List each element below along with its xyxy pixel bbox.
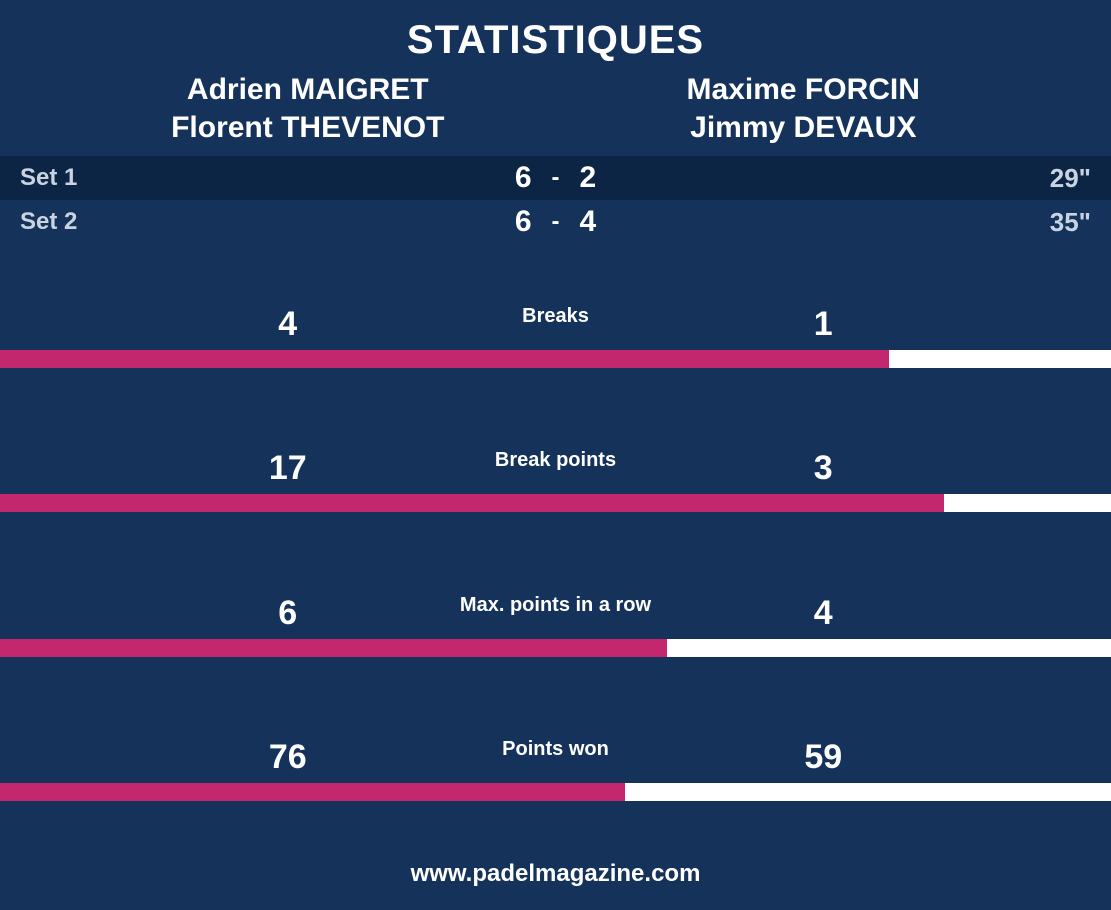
stat-label: Max. points in a row (460, 594, 651, 617)
stat-bar (0, 783, 1111, 801)
stat-bar (0, 639, 1111, 657)
stat-bar-right (667, 639, 1111, 657)
footer-url: www.padelmagazine.com (0, 842, 1111, 910)
stat-row: 6Max. points in a row4 (0, 594, 1111, 639)
stat-bar-right (625, 783, 1111, 801)
stat: 17Break points3 (0, 449, 1111, 512)
set-score: 6-4 (515, 205, 596, 239)
set-time: 35" (1050, 207, 1091, 238)
stat-value-left: 17 (20, 449, 556, 488)
set-row: Set 2 6-4 35" (0, 200, 1111, 244)
stats-list: 4Breaks1 17Break points3 6Max. points in a… (0, 244, 1111, 842)
set-score-right: 2 (580, 161, 597, 195)
team-left-player2: Florent THEVENOT (60, 109, 556, 147)
teams-header: Adrien MAIGRET Florent THEVENOT Maxime F… (0, 71, 1111, 156)
set-label: Set 1 (20, 164, 220, 192)
set-score-dash: - (552, 208, 560, 236)
stat-row: 17Break points3 (0, 449, 1111, 494)
team-left-player1: Adrien MAIGRET (60, 71, 556, 109)
page-title: STATISTIQUES (0, 0, 1111, 71)
stat-bar-right (944, 494, 1111, 512)
team-right-player1: Maxime FORCIN (556, 71, 1052, 109)
stat-bar-left (0, 783, 625, 801)
stat-bar-left (0, 639, 667, 657)
set-score-right: 4 (580, 205, 597, 239)
set-score-left: 6 (515, 161, 532, 195)
stat: 4Breaks1 (0, 305, 1111, 368)
set-time: 29" (1050, 163, 1091, 194)
team-right: Maxime FORCIN Jimmy DEVAUX (556, 71, 1052, 146)
stat-label: Breaks (522, 305, 589, 328)
stat: 6Max. points in a row4 (0, 594, 1111, 657)
stat-value-right: 59 (556, 738, 1092, 777)
set-score-left: 6 (515, 205, 532, 239)
set-row: Set 1 6-2 29" (0, 156, 1111, 200)
stat-label: Points won (502, 738, 609, 761)
stat-value-right: 3 (556, 449, 1092, 488)
sets-list: Set 1 6-2 29" Set 2 6-4 35" (0, 156, 1111, 244)
stat-row: 76Points won59 (0, 738, 1111, 783)
stat: 76Points won59 (0, 738, 1111, 801)
set-score-dash: - (552, 164, 560, 192)
stat-bar-left (0, 494, 944, 512)
set-label: Set 2 (20, 208, 220, 236)
stat-bar-right (889, 350, 1111, 368)
stat-value-left: 4 (20, 305, 556, 344)
team-right-player2: Jimmy DEVAUX (556, 109, 1052, 147)
stat-label: Break points (495, 449, 616, 472)
team-left: Adrien MAIGRET Florent THEVENOT (60, 71, 556, 146)
stat-bar (0, 494, 1111, 512)
stat-row: 4Breaks1 (0, 305, 1111, 350)
stat-bar-left (0, 350, 889, 368)
stat-bar (0, 350, 1111, 368)
stat-value-left: 76 (20, 738, 556, 777)
stat-value-right: 1 (556, 305, 1092, 344)
set-score: 6-2 (515, 161, 596, 195)
